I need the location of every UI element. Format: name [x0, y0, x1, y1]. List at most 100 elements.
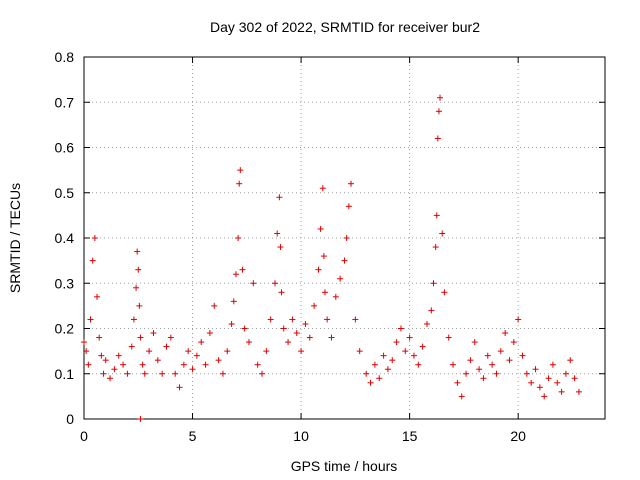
- data-point: [259, 370, 266, 377]
- data-point: [235, 235, 242, 241]
- data-point: [298, 348, 305, 355]
- data-point: [154, 357, 161, 364]
- y-tick-label: 0.3: [55, 275, 75, 291]
- data-points: [81, 94, 582, 422]
- data-point: [376, 375, 383, 382]
- data-point: [317, 225, 324, 232]
- y-tick-label: 0.4: [55, 230, 75, 246]
- y-tick-label: 0.6: [55, 140, 75, 156]
- data-point: [510, 339, 517, 346]
- chart-title: Day 302 of 2022, SRMTID for receiver bur…: [210, 19, 480, 35]
- data-point: [324, 316, 331, 323]
- data-point: [558, 388, 565, 395]
- data-point: [94, 293, 101, 300]
- data-point: [454, 379, 461, 386]
- data-point: [528, 379, 535, 386]
- y-tick-label: 0.7: [55, 94, 75, 110]
- data-point: [432, 244, 439, 251]
- data-point: [467, 357, 474, 364]
- data-point: [345, 203, 352, 210]
- data-point: [575, 388, 582, 395]
- data-point: [549, 361, 556, 368]
- data-point: [554, 379, 561, 386]
- data-point: [135, 266, 142, 273]
- data-point: [433, 212, 440, 219]
- data-point: [167, 334, 174, 341]
- data-point: [410, 352, 417, 359]
- data-point: [263, 348, 270, 355]
- data-point: [224, 348, 231, 355]
- data-point: [541, 393, 548, 400]
- data-point: [89, 257, 96, 264]
- data-point: [274, 230, 281, 237]
- data-point: [267, 316, 274, 323]
- data-point: [471, 339, 478, 346]
- data-point: [124, 370, 131, 377]
- data-point: [115, 352, 122, 359]
- data-point: [393, 339, 400, 346]
- data-point: [476, 366, 483, 373]
- data-point: [172, 370, 179, 377]
- data-point: [277, 244, 284, 251]
- data-point: [289, 316, 296, 323]
- data-point: [237, 167, 244, 174]
- data-point: [320, 253, 327, 260]
- data-point: [497, 348, 504, 355]
- data-point: [423, 320, 430, 327]
- data-point: [415, 361, 422, 368]
- data-point: [567, 357, 574, 364]
- data-point: [219, 370, 226, 377]
- data-point: [515, 316, 522, 323]
- data-point: [506, 357, 513, 364]
- data-point: [328, 334, 335, 341]
- data-point: [332, 293, 339, 300]
- data-point: [306, 334, 313, 341]
- data-point: [136, 302, 143, 309]
- data-point: [206, 330, 213, 337]
- data-point: [463, 370, 470, 377]
- data-point: [380, 352, 387, 359]
- data-point: [91, 235, 98, 241]
- data-point: [278, 289, 285, 296]
- data-point: [430, 280, 437, 287]
- data-point: [389, 357, 396, 364]
- data-point: [102, 357, 109, 364]
- data-point: [107, 375, 114, 382]
- data-point: [371, 361, 378, 368]
- data-point: [128, 343, 135, 350]
- data-point: [241, 325, 248, 332]
- data-point: [280, 325, 287, 332]
- data-point: [532, 366, 539, 373]
- data-point: [321, 289, 328, 296]
- data-point: [81, 339, 87, 346]
- y-tick-label: 0: [66, 411, 74, 427]
- data-point: [120, 361, 127, 368]
- data-point: [87, 316, 94, 323]
- data-point: [363, 370, 370, 377]
- data-point: [141, 370, 148, 377]
- data-point: [384, 366, 391, 373]
- data-point: [150, 330, 157, 337]
- data-point: [450, 361, 457, 368]
- data-point: [523, 370, 530, 377]
- data-point: [445, 334, 452, 341]
- data-point: [202, 361, 209, 368]
- data-point: [189, 366, 196, 373]
- data-point: [96, 334, 103, 341]
- data-point: [285, 339, 292, 346]
- data-point: [185, 348, 192, 355]
- x-axis-label: GPS time / hours: [291, 458, 398, 474]
- data-point: [419, 343, 426, 350]
- data-point: [250, 280, 257, 287]
- data-point: [100, 370, 107, 377]
- data-point: [545, 375, 552, 382]
- data-point: [311, 302, 318, 309]
- data-point: [341, 257, 348, 264]
- data-point: [352, 316, 359, 323]
- data-point: [130, 316, 137, 323]
- data-point: [276, 194, 283, 201]
- data-point: [137, 334, 144, 341]
- x-tick-label: 5: [189, 428, 197, 444]
- data-point: [176, 384, 183, 391]
- data-point: [356, 348, 363, 355]
